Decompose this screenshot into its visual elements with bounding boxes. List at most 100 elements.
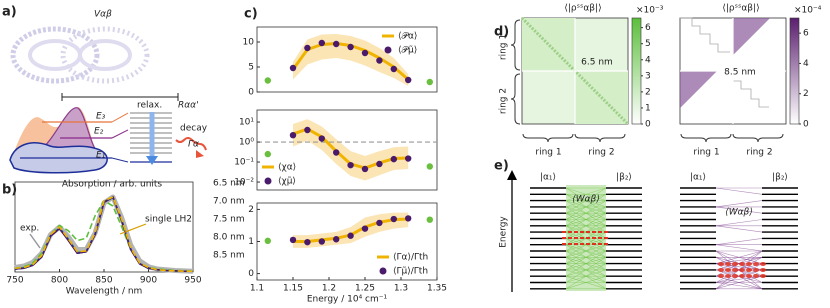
legend-marker bbox=[379, 267, 387, 275]
x-tick-label: 1.25 bbox=[355, 284, 375, 294]
coupling-label: ⟨Wαβ⟩ bbox=[572, 195, 600, 205]
data-point bbox=[304, 126, 311, 134]
map-title: ⟨|ρˢˢαβ|⟩ bbox=[564, 4, 601, 14]
data-point bbox=[376, 219, 383, 227]
coupling-line bbox=[565, 263, 607, 290]
x-tick-label: 850 bbox=[95, 276, 112, 286]
legend-entry: ⟨χα⟩ bbox=[278, 163, 296, 173]
data-point bbox=[318, 238, 325, 245]
coupling-line bbox=[565, 275, 607, 290]
x-tick-label: 950 bbox=[184, 276, 201, 286]
row-label: ring 1 bbox=[499, 34, 509, 60]
coupling-line bbox=[565, 238, 607, 264]
column-label: ring 1 bbox=[693, 148, 719, 158]
data-point bbox=[390, 215, 397, 223]
highlight-dot bbox=[725, 268, 731, 272]
highlight-dot bbox=[718, 262, 724, 266]
coupling-line bbox=[715, 250, 763, 290]
highlight-dot bbox=[732, 268, 738, 272]
highlight-dot bbox=[746, 274, 752, 278]
coupling-label: Vαβ bbox=[94, 10, 112, 20]
relaxation-rate: Rαα' bbox=[178, 101, 199, 111]
decay-label: decay bbox=[180, 124, 208, 134]
data-point bbox=[289, 236, 297, 244]
colorbar-tick-label: 0 bbox=[803, 120, 809, 130]
panel-label: d) bbox=[494, 25, 509, 40]
panel-label: a) bbox=[2, 5, 17, 20]
y-tick-label: 1 bbox=[248, 237, 254, 247]
data-point bbox=[390, 155, 397, 163]
highlight-dot bbox=[732, 274, 738, 278]
map-title: ⟨|ρˢˢαβ|⟩ bbox=[722, 4, 759, 14]
data-point bbox=[318, 39, 325, 47]
y-tick-label: 10¹ bbox=[239, 118, 254, 128]
coupling-line bbox=[715, 250, 763, 277]
data-point bbox=[318, 135, 325, 142]
highlight-dot bbox=[732, 262, 738, 266]
colorbar bbox=[631, 17, 642, 125]
colorbar-tick-label: 4 bbox=[803, 59, 809, 69]
braces bbox=[510, 19, 784, 143]
data-point bbox=[376, 160, 383, 168]
energy-axis-arrow bbox=[507, 170, 517, 292]
map-label: 6.5 nm bbox=[581, 58, 613, 68]
chart bbox=[256, 109, 438, 191]
data-point bbox=[347, 161, 354, 169]
coupling-label: ⟨Wαβ⟩ bbox=[725, 208, 753, 218]
map-label: 8.5 nm bbox=[724, 68, 756, 78]
coupling-line bbox=[715, 225, 763, 233]
colorbar-tick-label: 6 bbox=[645, 23, 651, 33]
legend-entry: ⟨χμ̃⟩ bbox=[278, 177, 296, 187]
y-tick-label: 10 bbox=[243, 38, 255, 48]
coupling-line bbox=[715, 250, 763, 264]
state-label: |β₂⟩ bbox=[772, 173, 788, 183]
coupling-line bbox=[715, 263, 763, 290]
highlight-dot bbox=[718, 274, 724, 278]
highlight-dot bbox=[746, 262, 752, 266]
legend-marker bbox=[264, 177, 272, 185]
x-tick-label: 750 bbox=[6, 276, 23, 286]
x-tick-label: 1.2 bbox=[322, 284, 336, 294]
panel-label: b) bbox=[2, 183, 17, 198]
x-tick-label: 1.1 bbox=[250, 284, 264, 294]
legend-entry: ⟨Γμ̃⟩/Γth bbox=[393, 267, 428, 277]
highlight-dot bbox=[753, 268, 759, 272]
coupling-line bbox=[565, 212, 607, 239]
data-point bbox=[304, 238, 311, 246]
highlight-dot bbox=[739, 274, 745, 278]
axis-label: Energy bbox=[499, 216, 509, 248]
coupling-line bbox=[565, 187, 607, 214]
colorbar-tick-label: 3 bbox=[645, 71, 651, 81]
highlight-dot bbox=[753, 274, 759, 278]
legend-entry: 6.5 nm bbox=[213, 179, 245, 189]
data-point bbox=[405, 76, 412, 84]
plot-frame bbox=[256, 109, 438, 191]
legend-entry: 7.0 nm bbox=[213, 197, 245, 207]
energy-diagram bbox=[9, 107, 207, 174]
coupling-line bbox=[715, 187, 763, 195]
data-point bbox=[405, 155, 412, 162]
coupling-line bbox=[565, 194, 607, 220]
colorbar-tick-label: 0 bbox=[645, 120, 651, 130]
colorbar bbox=[789, 17, 800, 125]
highlight-dot bbox=[760, 274, 766, 278]
data-point bbox=[361, 225, 369, 232]
edge-point bbox=[264, 77, 271, 84]
row-label: ring 2 bbox=[499, 88, 509, 114]
y-tick-label: 5 bbox=[248, 63, 254, 73]
coupling-line bbox=[715, 275, 763, 290]
matrix-outline bbox=[680, 17, 769, 108]
colorbar-tick-label: 2 bbox=[803, 89, 809, 99]
x-tick-label: 1.3 bbox=[394, 284, 408, 294]
coupling-line bbox=[565, 187, 607, 201]
coupling-line bbox=[565, 200, 607, 227]
state-label: |β₂⟩ bbox=[616, 173, 632, 183]
data-point bbox=[347, 232, 354, 239]
y-tick-label: 0 bbox=[248, 88, 254, 98]
state-label: |α₁⟩ bbox=[540, 173, 556, 183]
colorbar-exponent: ×10⁻⁴ bbox=[794, 6, 822, 16]
colorbar-tick-label: 4 bbox=[645, 55, 651, 65]
x-axis-label: Wavelength / nm bbox=[66, 287, 143, 297]
data-point bbox=[333, 236, 340, 243]
coupling-line bbox=[565, 244, 607, 271]
